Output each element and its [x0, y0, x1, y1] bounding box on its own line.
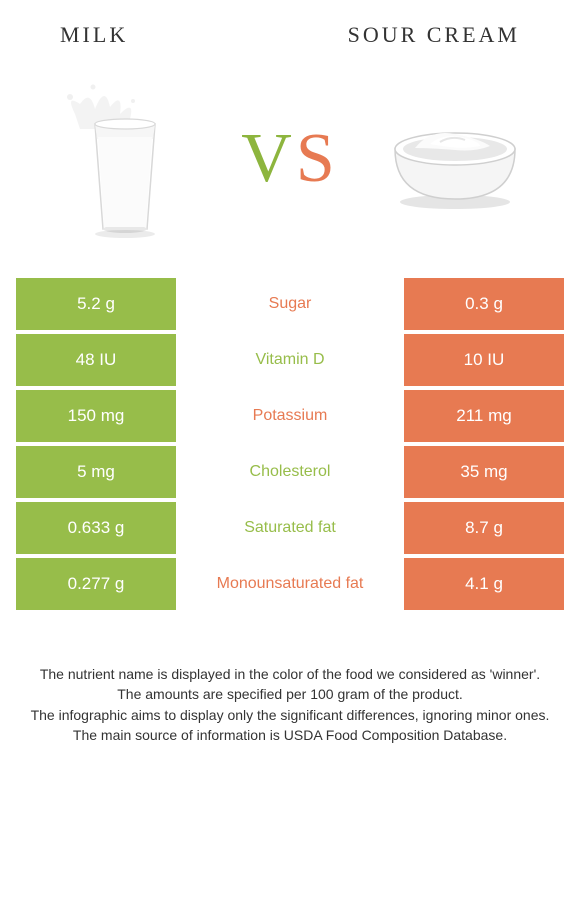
value-left: 0.633 g [16, 502, 176, 554]
vs-s: S [296, 120, 339, 197]
table-row: 0.633 gSaturated fat8.7 g [16, 502, 564, 554]
footer-line: The main source of information is USDA F… [24, 725, 556, 745]
footer-line: The infographic aims to display only the… [24, 705, 556, 725]
sour-cream-bowl-icon [380, 104, 530, 214]
table-row: 5 mgCholesterol35 mg [16, 446, 564, 498]
nutrient-label: Saturated fat [176, 502, 404, 554]
table-row: 48 IUVitamin D10 IU [16, 334, 564, 386]
images-row: VS [0, 58, 580, 278]
value-left: 0.277 g [16, 558, 176, 610]
value-right: 10 IU [404, 334, 564, 386]
nutrient-label: Cholesterol [176, 446, 404, 498]
value-right: 0.3 g [404, 278, 564, 330]
nutrient-label: Sugar [176, 278, 404, 330]
food-title-left: MILK [60, 22, 128, 48]
table-row: 0.277 gMonounsaturated fat4.1 g [16, 558, 564, 610]
nutrient-label: Potassium [176, 390, 404, 442]
nutrient-label: Monounsaturated fat [176, 558, 404, 610]
value-left: 5.2 g [16, 278, 176, 330]
footer-notes: The nutrient name is displayed in the co… [0, 614, 580, 745]
value-left: 150 mg [16, 390, 176, 442]
value-left: 5 mg [16, 446, 176, 498]
value-right: 35 mg [404, 446, 564, 498]
milk-image [40, 74, 210, 244]
table-row: 5.2 gSugar0.3 g [16, 278, 564, 330]
sour-cream-image [370, 74, 540, 244]
milk-glass-icon [45, 79, 205, 239]
table-row: 150 mgPotassium211 mg [16, 390, 564, 442]
nutrient-label: Vitamin D [176, 334, 404, 386]
header: MILK SOUR CREAM [0, 0, 580, 58]
value-right: 8.7 g [404, 502, 564, 554]
food-title-right: SOUR CREAM [348, 22, 520, 48]
footer-line: The nutrient name is displayed in the co… [24, 664, 556, 684]
comparison-table: 5.2 gSugar0.3 g48 IUVitamin D10 IU150 mg… [0, 278, 580, 610]
value-right: 211 mg [404, 390, 564, 442]
vs-label: VS [241, 119, 339, 199]
footer-line: The amounts are specified per 100 gram o… [24, 684, 556, 704]
value-left: 48 IU [16, 334, 176, 386]
value-right: 4.1 g [404, 558, 564, 610]
vs-v: V [241, 120, 296, 197]
